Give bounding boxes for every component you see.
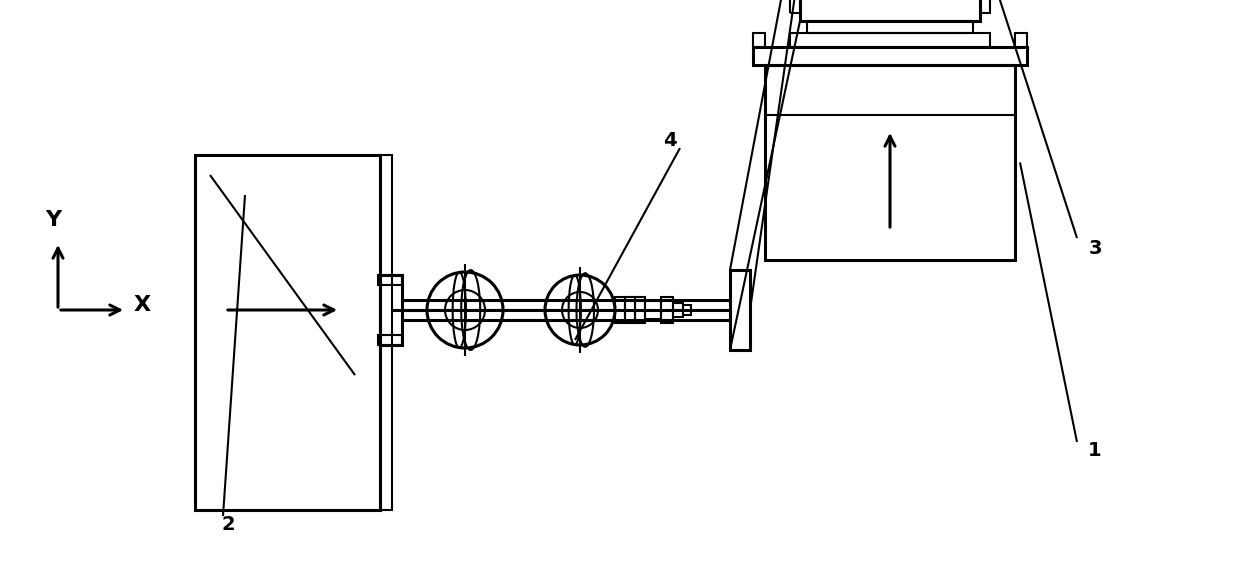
Text: 2: 2 — [221, 515, 234, 533]
Text: 4: 4 — [663, 131, 677, 150]
Bar — [625, 297, 635, 323]
Bar — [800, 0, 980, 21]
Text: 1: 1 — [1089, 441, 1102, 459]
Bar — [790, 33, 990, 47]
Text: 3: 3 — [1089, 238, 1102, 258]
Text: X: X — [134, 295, 151, 315]
Bar — [379, 275, 402, 345]
Bar — [673, 303, 683, 317]
Bar — [765, 65, 1016, 260]
Bar — [753, 47, 1027, 65]
Bar — [195, 155, 379, 510]
Bar — [683, 305, 691, 315]
Bar — [635, 297, 645, 323]
Bar — [645, 301, 661, 319]
Bar — [378, 335, 402, 345]
Bar — [379, 155, 392, 510]
Bar — [1016, 33, 1027, 47]
Bar — [807, 21, 973, 33]
Bar — [790, 0, 800, 13]
Bar — [661, 297, 673, 323]
Bar — [753, 33, 765, 47]
Text: Y: Y — [45, 210, 61, 230]
Bar — [730, 270, 750, 350]
Bar — [378, 275, 402, 285]
Bar — [980, 0, 990, 13]
Bar — [615, 297, 625, 323]
